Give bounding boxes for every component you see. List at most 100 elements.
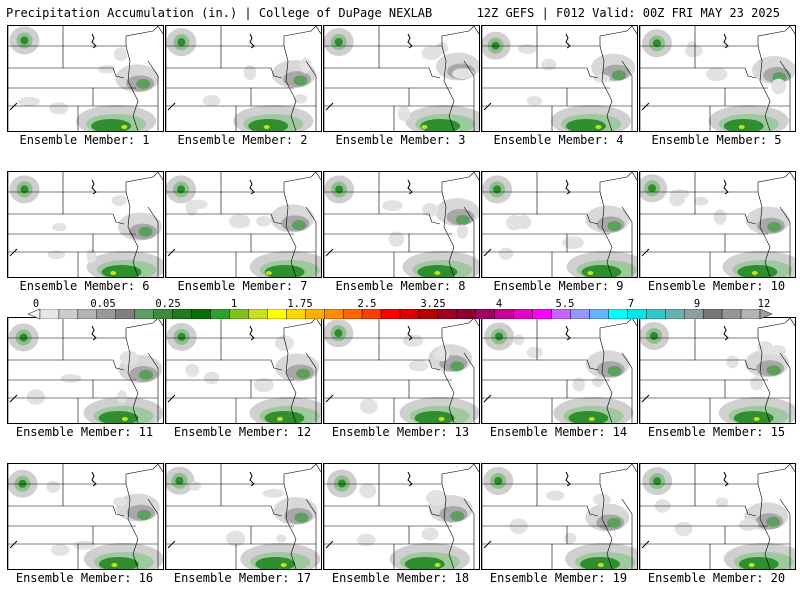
precip-contour (737, 265, 778, 277)
colorbar-labels: 0 0.05 0.25 1 1.75 2.5 3.25 4 5.5 7 9 12 (0, 298, 800, 310)
state-border (599, 191, 613, 277)
ensemble-map-panel (481, 317, 638, 424)
precip-contour (495, 332, 504, 341)
precip-contour (674, 521, 693, 537)
precip-contour (335, 185, 344, 194)
state-border (8, 87, 94, 107)
precip-contour (110, 271, 117, 275)
colorbar-swatch (437, 309, 458, 319)
state-border (441, 191, 455, 277)
precip-contour (693, 196, 709, 206)
colorbar-swatch (58, 309, 79, 319)
model-run-info: 12Z GEFS | F012 Valid: 00Z FRI MAY 23 20… (476, 6, 780, 20)
ensemble-map-panel (481, 171, 638, 278)
ensemble-member-label: Ensemble Member: 16 (15, 571, 154, 585)
river-line (723, 179, 729, 195)
precip-contour (450, 361, 465, 372)
ensemble-member-label: Ensemble Member: 19 (489, 571, 628, 585)
colorbar-swatch (210, 309, 230, 319)
colorbar-tick-label: 3.25 (420, 298, 446, 310)
state-border (379, 359, 441, 371)
precip-contour (264, 265, 305, 277)
state-border (283, 26, 317, 46)
ensemble-map-panel (323, 463, 480, 570)
precip-contour (421, 125, 428, 129)
coast-line (641, 248, 650, 257)
precipitation-map (324, 172, 479, 277)
state-border (779, 60, 791, 131)
state-border (779, 352, 791, 423)
colorbar-tick-label: 9 (693, 298, 701, 310)
precip-contour (653, 477, 662, 486)
ensemble-member-label: Ensemble Member: 11 (15, 425, 154, 439)
precip-contour (650, 331, 659, 340)
precip-contour (262, 488, 285, 498)
colorbar-tick-label: 7 (627, 298, 635, 310)
colorbar-swatch (229, 309, 249, 319)
precip-contour (494, 477, 503, 486)
state-border (221, 505, 283, 517)
state-border (599, 464, 633, 484)
state-border (441, 483, 455, 569)
ensemble-map-panel (639, 317, 796, 424)
coast-line (483, 540, 492, 549)
colorbar-tick-label: 12 (757, 298, 771, 310)
state-border (537, 505, 599, 517)
precip-contour (456, 224, 469, 239)
precip-contour (294, 94, 308, 104)
colorbar-swatch (324, 309, 344, 319)
state-border (379, 213, 441, 225)
precip-contour (592, 493, 611, 506)
precipitation-map (324, 464, 479, 569)
state-border (621, 352, 633, 423)
precip-contour (136, 509, 151, 520)
ensemble-map-panel (639, 171, 796, 278)
colorbar-tick-label: 1.75 (287, 298, 313, 310)
state-border (789, 464, 795, 473)
precip-contour (388, 231, 405, 247)
precip-contour (408, 360, 429, 372)
state-border (482, 379, 568, 399)
coast-line (9, 540, 18, 549)
precip-contour (568, 411, 609, 423)
colorbar-swatch (456, 309, 476, 319)
precip-contour (425, 490, 447, 506)
precip-contour (751, 271, 758, 275)
ensemble-member-label: Ensemble Member: 20 (647, 571, 786, 585)
state-border (125, 172, 159, 192)
state-border (441, 464, 475, 484)
river-line (565, 325, 571, 341)
state-border (631, 26, 637, 35)
colorbar-swatch (740, 309, 761, 319)
precip-contour (438, 417, 445, 421)
state-border (789, 318, 795, 327)
precip-contour (26, 389, 46, 405)
precip-contour (562, 236, 584, 249)
colorbar-swatch (702, 309, 723, 319)
state-border (125, 483, 139, 569)
precipitation-map (482, 26, 637, 131)
state-border (757, 318, 791, 338)
river-line (565, 471, 571, 487)
precipitation-map (324, 318, 479, 423)
state-border (757, 337, 771, 423)
state-border (695, 505, 757, 517)
state-border (8, 233, 94, 253)
precipitation-map (640, 172, 795, 277)
coast-line (325, 102, 334, 111)
river-line (407, 325, 413, 341)
ensemble-member-label: Ensemble Member: 18 (331, 571, 470, 585)
state-border (315, 318, 321, 327)
state-border (221, 67, 283, 79)
precip-contour (204, 371, 220, 385)
precip-contour (715, 497, 729, 508)
state-border (463, 206, 475, 277)
ensemble-member-label: Ensemble Member: 3 (335, 133, 466, 147)
river-line (565, 33, 571, 49)
coast-line (325, 540, 334, 549)
precip-contour (138, 369, 153, 380)
precip-contour (119, 350, 139, 366)
river-line (91, 179, 97, 195)
state-border (324, 233, 410, 253)
precip-contour (191, 199, 208, 209)
